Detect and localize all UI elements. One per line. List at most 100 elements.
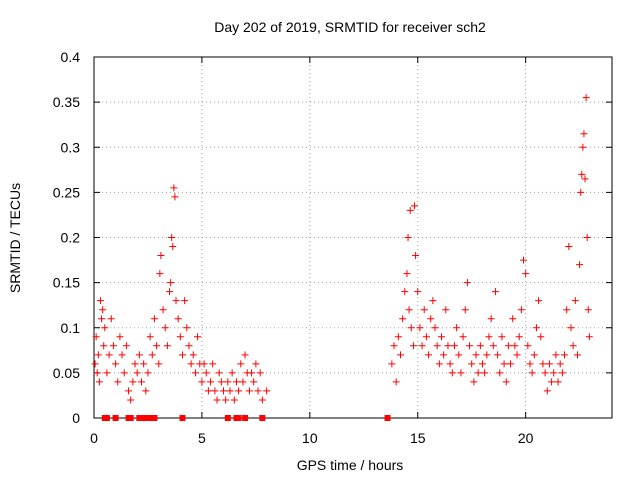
data-point bbox=[532, 324, 540, 332]
data-point bbox=[476, 342, 484, 350]
x-tick-label: 5 bbox=[198, 430, 206, 446]
data-point bbox=[394, 333, 402, 341]
data-point bbox=[576, 261, 584, 269]
data-point bbox=[433, 342, 441, 350]
grid-lines bbox=[94, 57, 612, 418]
data-point bbox=[125, 387, 133, 395]
data-point bbox=[569, 342, 577, 350]
data-point bbox=[200, 360, 208, 368]
data-point bbox=[105, 351, 113, 359]
data-point bbox=[114, 378, 122, 386]
data-point bbox=[429, 297, 437, 305]
data-point bbox=[181, 297, 189, 305]
data-point bbox=[100, 342, 108, 350]
data-point bbox=[585, 333, 593, 341]
data-point bbox=[207, 378, 215, 386]
data-point bbox=[235, 387, 243, 395]
data-point bbox=[453, 324, 461, 332]
data-point bbox=[466, 342, 474, 350]
y-tick-label: 0.25 bbox=[53, 184, 80, 200]
data-point bbox=[191, 369, 199, 377]
data-point bbox=[168, 234, 176, 241]
data-point bbox=[563, 306, 571, 314]
data-point bbox=[455, 351, 463, 359]
data-point bbox=[254, 387, 262, 395]
x-tick-label: 0 bbox=[90, 430, 98, 446]
data-point bbox=[446, 360, 454, 368]
data-point bbox=[228, 369, 236, 377]
data-point bbox=[220, 387, 227, 395]
data-point bbox=[256, 369, 264, 377]
data-point bbox=[485, 333, 493, 341]
data-point bbox=[91, 360, 99, 368]
data-point bbox=[556, 360, 564, 368]
y-tick-label: 0.4 bbox=[61, 49, 81, 65]
baseline-mark bbox=[127, 415, 134, 421]
data-point bbox=[250, 378, 258, 386]
data-point bbox=[541, 369, 549, 377]
data-point bbox=[248, 369, 256, 377]
data-point bbox=[209, 360, 217, 368]
data-point bbox=[582, 94, 590, 102]
data-point bbox=[530, 351, 538, 359]
data-point bbox=[230, 396, 238, 404]
data-point bbox=[92, 333, 100, 341]
data-point bbox=[437, 333, 445, 341]
data-point bbox=[545, 360, 553, 368]
data-point bbox=[494, 351, 502, 359]
data-point bbox=[524, 342, 532, 350]
data-point bbox=[263, 387, 271, 395]
data-point bbox=[137, 378, 145, 386]
data-point bbox=[116, 333, 124, 341]
data-point bbox=[543, 387, 551, 395]
data-point bbox=[94, 351, 102, 359]
data-point bbox=[411, 202, 419, 210]
data-point bbox=[140, 360, 148, 368]
data-point bbox=[169, 243, 177, 251]
data-point bbox=[528, 369, 536, 377]
baseline-mark bbox=[235, 415, 242, 421]
data-point bbox=[399, 315, 407, 323]
data-point bbox=[418, 342, 426, 350]
data-point bbox=[435, 360, 443, 368]
data-point bbox=[579, 143, 587, 151]
data-point bbox=[472, 351, 480, 359]
y-tick-label: 0.15 bbox=[53, 275, 80, 291]
baseline-mark bbox=[224, 415, 231, 421]
data-point bbox=[414, 288, 422, 296]
data-point bbox=[133, 369, 141, 377]
data-point bbox=[142, 387, 150, 395]
data-point bbox=[479, 360, 486, 368]
data-point bbox=[194, 333, 202, 341]
data-point bbox=[156, 270, 164, 278]
data-point bbox=[183, 324, 191, 332]
data-point bbox=[425, 351, 433, 359]
data-point bbox=[112, 360, 120, 368]
x-axis-label: GPS time / hours bbox=[297, 457, 404, 473]
data-point bbox=[558, 369, 566, 377]
data-point bbox=[232, 378, 240, 386]
data-point bbox=[396, 351, 404, 359]
data-point bbox=[204, 387, 212, 395]
data-point bbox=[388, 360, 396, 368]
data-point bbox=[144, 369, 152, 377]
data-points bbox=[91, 94, 593, 404]
data-point bbox=[213, 396, 221, 404]
data-point bbox=[509, 315, 517, 323]
baseline-mark bbox=[259, 415, 266, 421]
data-point bbox=[93, 369, 101, 377]
data-point bbox=[468, 360, 476, 368]
data-point bbox=[407, 324, 415, 332]
data-point bbox=[427, 315, 435, 323]
baseline-marks bbox=[101, 415, 391, 421]
data-point bbox=[561, 351, 569, 359]
data-point bbox=[189, 351, 197, 359]
data-point bbox=[401, 288, 409, 296]
data-point bbox=[174, 315, 182, 323]
data-point bbox=[513, 351, 521, 359]
data-point bbox=[526, 360, 534, 368]
data-point bbox=[584, 306, 592, 314]
data-point bbox=[554, 378, 562, 386]
data-point bbox=[153, 342, 161, 350]
baseline-mark bbox=[103, 415, 110, 421]
